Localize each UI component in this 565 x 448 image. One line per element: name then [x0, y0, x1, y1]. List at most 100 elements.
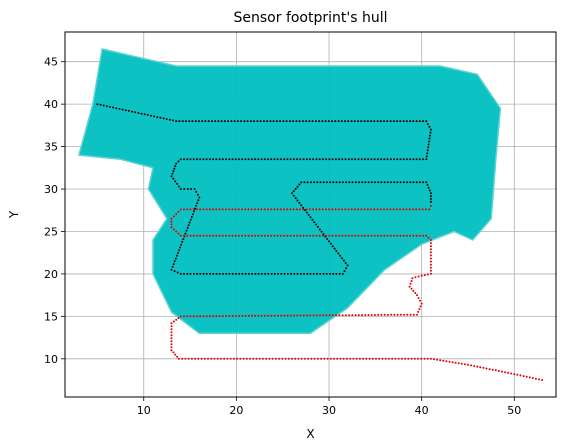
path-point	[313, 221, 315, 223]
path-point	[317, 226, 319, 228]
path-point	[244, 208, 246, 210]
path-point	[403, 120, 405, 122]
path-point	[339, 273, 341, 275]
path-point	[504, 371, 506, 373]
path-point	[180, 158, 182, 160]
path-point	[422, 235, 424, 237]
path-point	[283, 208, 285, 210]
path-point	[260, 120, 262, 122]
path-point	[396, 235, 398, 237]
path-point	[312, 158, 314, 160]
path-point	[301, 358, 303, 360]
path-point	[222, 208, 224, 210]
path-point	[317, 358, 319, 360]
path-point	[217, 358, 219, 360]
path-point	[195, 191, 197, 193]
path-point	[426, 152, 428, 154]
path-point	[286, 120, 288, 122]
path-point	[341, 208, 343, 210]
path-point	[209, 158, 211, 160]
path-point	[352, 358, 354, 360]
path-point	[258, 273, 260, 275]
path-point	[346, 358, 348, 360]
path-point	[177, 252, 179, 254]
path-point	[339, 181, 341, 183]
path-point	[204, 358, 206, 360]
path-point	[209, 315, 211, 317]
path-point	[418, 208, 420, 210]
path-point	[403, 235, 405, 237]
path-point	[313, 273, 315, 275]
path-point	[409, 286, 411, 288]
path-point	[178, 160, 180, 162]
path-point	[303, 315, 305, 317]
path-point	[331, 208, 333, 210]
path-point	[430, 358, 432, 360]
path-point	[171, 218, 173, 220]
path-point	[323, 273, 325, 275]
path-point	[204, 120, 206, 122]
path-point	[406, 181, 408, 183]
path-point	[183, 273, 185, 275]
path-point	[354, 158, 356, 160]
path-point	[492, 369, 494, 371]
path-point	[402, 208, 404, 210]
path-point	[535, 378, 537, 380]
path-point	[329, 314, 331, 316]
path-point	[251, 208, 253, 210]
y-tick-label: 15	[44, 310, 58, 323]
path-point	[389, 208, 391, 210]
path-point	[196, 235, 198, 237]
path-point	[264, 235, 266, 237]
path-point	[351, 120, 353, 122]
path-point	[206, 315, 208, 317]
path-point	[131, 111, 133, 113]
path-point	[293, 273, 295, 275]
path-point	[419, 300, 421, 302]
path-point	[238, 235, 240, 237]
path-point	[286, 208, 288, 210]
path-point	[367, 235, 369, 237]
path-point	[287, 273, 289, 275]
path-point	[510, 373, 512, 375]
path-point	[181, 358, 183, 360]
path-point	[498, 370, 500, 372]
path-point	[424, 358, 426, 360]
path-point	[228, 158, 230, 160]
path-point	[410, 314, 412, 316]
path-point	[348, 208, 350, 210]
path-point	[303, 158, 305, 160]
path-point	[538, 378, 540, 380]
path-point	[400, 181, 402, 183]
path-point	[236, 358, 238, 360]
path-point	[180, 273, 182, 275]
path-point	[412, 235, 414, 237]
path-point	[300, 181, 302, 183]
path-point	[206, 158, 208, 160]
path-point	[274, 158, 276, 160]
path-point	[173, 168, 175, 170]
path-point	[299, 235, 301, 237]
path-point	[299, 208, 301, 210]
path-point	[181, 241, 183, 243]
path-point	[248, 208, 250, 210]
path-point	[349, 358, 351, 360]
path-point	[495, 369, 497, 371]
path-point	[322, 208, 324, 210]
path-point	[171, 175, 173, 177]
path-point	[418, 297, 420, 299]
path-point	[215, 208, 217, 210]
path-point	[430, 239, 432, 241]
path-point	[267, 315, 269, 317]
path-point	[315, 224, 317, 226]
path-point	[296, 315, 298, 317]
path-point	[188, 224, 190, 226]
path-point	[413, 181, 415, 183]
path-point	[422, 181, 424, 183]
path-point	[430, 251, 432, 253]
path-point	[411, 280, 413, 282]
path-point	[365, 358, 367, 360]
path-point	[319, 228, 321, 230]
path-point	[277, 315, 279, 317]
path-point	[393, 158, 395, 160]
